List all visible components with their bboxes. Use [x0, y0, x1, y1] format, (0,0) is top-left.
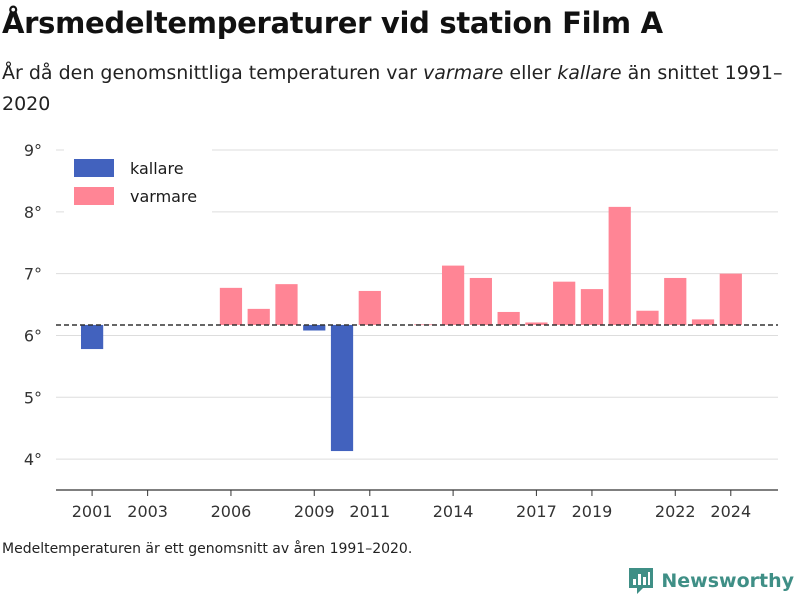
subtitle-middle: eller [503, 62, 558, 84]
bar-warmer [636, 310, 659, 325]
brand-name: Newsworthy [661, 570, 794, 592]
x-tick-label: 2009 [294, 502, 335, 521]
x-axis-ticks: 2001 2003 2006 2009 2011 2014 2017 2019 2022 2024 [72, 490, 751, 521]
bar-warmer [469, 277, 492, 325]
legend-swatch [74, 187, 114, 205]
subtitle-colder-word: kallare [557, 62, 622, 84]
bar-warmer [247, 308, 270, 325]
x-tick-label: 2024 [710, 502, 751, 521]
x-tick-label: 2019 [572, 502, 613, 521]
subtitle-suffix: än snittet 1991–2020 [2, 62, 783, 115]
newsworthy-logo-icon [629, 568, 654, 594]
bar-warmer [664, 277, 687, 325]
bar-warmer [358, 290, 381, 325]
chart-title: Årsmedeltemperaturer vid station Film A [2, 6, 663, 40]
y-tick-label: 4° [24, 450, 42, 469]
bars [80, 206, 742, 452]
bar-chart: 4° 5° 6° 7° 8° 9° 2001 2003 2006 2009 2011 2014 201… [24, 141, 778, 521]
bar-warmer [441, 265, 465, 325]
y-axis-ticks: 4° 5° 6° 7° 8° 9° [24, 141, 42, 469]
subtitle-prefix: År då den genomsnittliga temperaturen va… [2, 62, 424, 84]
subtitle-warmer-word: varmare [423, 62, 504, 84]
bar-warmer [691, 319, 715, 325]
bar-warmer [719, 273, 742, 325]
y-tick-label: 7° [24, 265, 42, 284]
y-tick-label: 9° [24, 141, 42, 160]
y-tick-label: 5° [24, 388, 42, 407]
bar-warmer [580, 289, 604, 325]
bar-warmer [275, 284, 298, 325]
x-tick-label: 2011 [349, 502, 390, 521]
bar-colder [330, 324, 354, 452]
legend-swatch [74, 159, 114, 177]
bar-colder [80, 324, 104, 350]
y-tick-label: 6° [24, 326, 42, 345]
bar-warmer [219, 287, 243, 325]
legend-label: varmare [130, 187, 197, 206]
x-tick-label: 2017 [516, 502, 557, 521]
y-tick-label: 8° [24, 203, 42, 222]
legend-label: kallare [130, 159, 184, 178]
bar-warmer [497, 311, 520, 325]
x-tick-label: 2014 [433, 502, 474, 521]
x-tick-label: 2003 [127, 502, 168, 521]
x-tick-label: 2006 [211, 502, 252, 521]
x-tick-label: 2022 [655, 502, 696, 521]
brand-logo: Newsworthy [629, 568, 794, 594]
footnote: Medeltemperaturen är ett genomsnitt av å… [2, 541, 413, 557]
bar-warmer [608, 206, 631, 325]
bar-warmer [553, 281, 576, 325]
legend: kallare varmare [64, 148, 212, 214]
x-tick-label: 2001 [72, 502, 113, 521]
bar-colder [303, 324, 326, 331]
chart-subtitle: År då den genomsnittliga temperaturen va… [2, 58, 792, 120]
bar-warmer [525, 322, 548, 325]
